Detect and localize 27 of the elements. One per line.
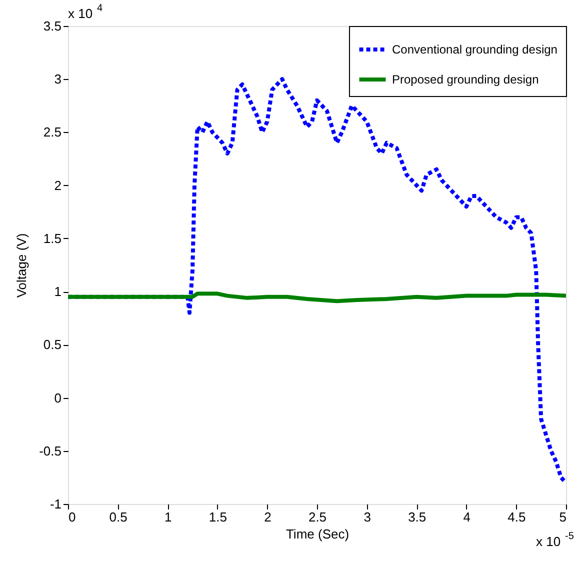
legend-label: Proposed grounding design xyxy=(392,72,539,86)
x-tick-label: 3.5 xyxy=(408,510,426,524)
x-tick-label: 2 xyxy=(264,510,272,524)
x-tick-label: 1.5 xyxy=(208,510,227,524)
y-tick-label: 2 xyxy=(54,178,62,193)
legend-label: Conventional grounding design xyxy=(392,42,558,56)
x-tick-label: 4.5 xyxy=(508,510,526,524)
x-tick-label: 1 xyxy=(164,510,172,524)
text: x 10-5 xyxy=(536,531,574,549)
y-tick-label: -1 xyxy=(50,496,62,512)
y-tick-label: 2.5 xyxy=(43,124,62,140)
y-tick-label: 3 xyxy=(54,72,62,87)
y-tick-label: 3.5 xyxy=(43,18,62,34)
x-tick-label: 4 xyxy=(463,510,471,524)
x-tick-label: 3 xyxy=(364,510,371,524)
x-tick-label: 2.5 xyxy=(308,510,327,524)
x-tick-label: 0.5 xyxy=(109,510,128,524)
x-tick-label: 0 xyxy=(68,510,76,524)
y-tick-label: 1 xyxy=(54,284,62,300)
line-series xyxy=(68,292,566,304)
y-tick-label: 0 xyxy=(54,390,62,406)
x-tick-label: 5 xyxy=(559,510,566,524)
y-tick-label: -0.5 xyxy=(39,443,62,458)
x-axis-title: Time (Sec) xyxy=(286,526,350,542)
y-tick-label: 1.5 xyxy=(43,230,62,246)
y-axis-title: Voltage (V) xyxy=(14,233,30,298)
y-tick-label: 0.5 xyxy=(43,337,62,352)
